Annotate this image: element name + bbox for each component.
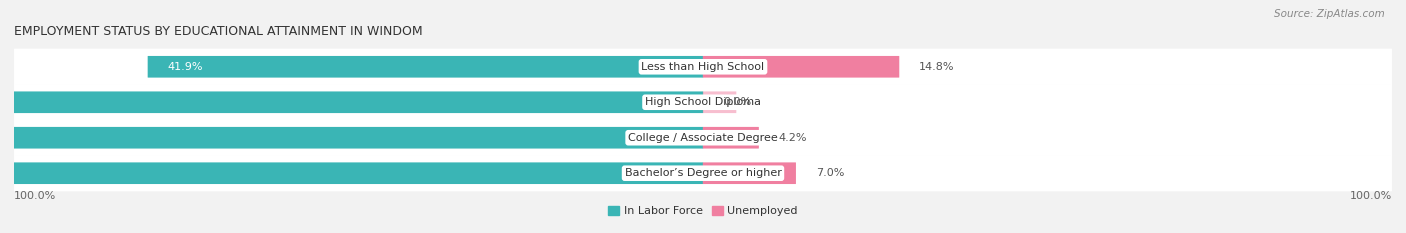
FancyBboxPatch shape: [14, 155, 1392, 191]
FancyBboxPatch shape: [703, 162, 796, 184]
Text: EMPLOYMENT STATUS BY EDUCATIONAL ATTAINMENT IN WINDOM: EMPLOYMENT STATUS BY EDUCATIONAL ATTAINM…: [14, 25, 423, 38]
Text: 4.2%: 4.2%: [779, 133, 807, 143]
Text: Source: ZipAtlas.com: Source: ZipAtlas.com: [1274, 9, 1385, 19]
Text: 0.0%: 0.0%: [723, 97, 751, 107]
FancyBboxPatch shape: [703, 56, 900, 78]
Text: 7.0%: 7.0%: [815, 168, 844, 178]
Text: 100.0%: 100.0%: [1350, 191, 1392, 201]
FancyBboxPatch shape: [0, 162, 703, 184]
FancyBboxPatch shape: [148, 56, 703, 78]
FancyBboxPatch shape: [703, 127, 759, 149]
FancyBboxPatch shape: [14, 84, 1392, 120]
Text: 14.8%: 14.8%: [920, 62, 955, 72]
Text: High School Diploma: High School Diploma: [645, 97, 761, 107]
FancyBboxPatch shape: [14, 120, 1392, 156]
Text: Bachelor’s Degree or higher: Bachelor’s Degree or higher: [624, 168, 782, 178]
Text: 100.0%: 100.0%: [14, 191, 56, 201]
Legend: In Labor Force, Unemployed: In Labor Force, Unemployed: [603, 201, 803, 221]
Text: Less than High School: Less than High School: [641, 62, 765, 72]
FancyBboxPatch shape: [0, 127, 703, 149]
Text: 41.9%: 41.9%: [167, 62, 204, 72]
FancyBboxPatch shape: [0, 91, 703, 113]
FancyBboxPatch shape: [14, 49, 1392, 85]
FancyBboxPatch shape: [703, 91, 737, 113]
Text: College / Associate Degree: College / Associate Degree: [628, 133, 778, 143]
